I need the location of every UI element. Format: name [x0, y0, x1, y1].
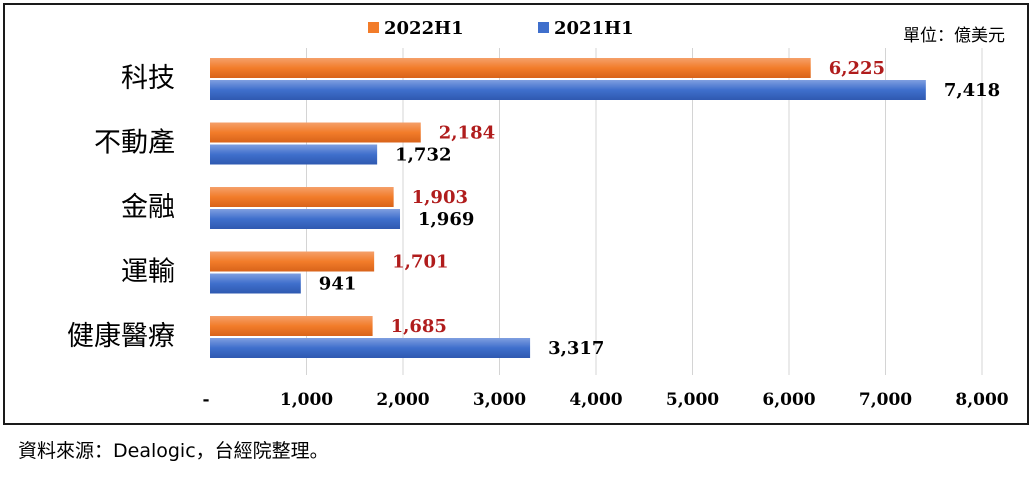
- value-label-2021H1-0: 7,418: [944, 80, 1000, 101]
- value-label-2022H1-1: 2,184: [439, 123, 495, 144]
- category-label-0: 科技: [121, 63, 175, 94]
- value-label-2021H1-2: 1,969: [418, 209, 474, 230]
- x-tick-2: 2,000: [376, 390, 429, 410]
- x-tick-0: -: [202, 390, 209, 410]
- value-label-2022H1-0: 6,225: [829, 58, 885, 79]
- bar-2021H1-1: [210, 144, 378, 165]
- category-label-4: 健康醫療: [67, 321, 175, 352]
- bar-2022H1-1: [210, 122, 421, 143]
- legend-swatch-2022H1: [368, 22, 379, 33]
- value-label-2022H1-3: 1,701: [392, 252, 448, 273]
- legend-swatch-2021H1: [538, 22, 549, 33]
- value-label-2021H1-1: 1,732: [395, 145, 451, 166]
- legend-label-2022H1: 2022H1: [384, 18, 464, 39]
- x-tick-8: 8,000: [955, 390, 1008, 410]
- bar-2021H1-3: [210, 273, 301, 294]
- x-tick-1: 1,000: [280, 390, 333, 410]
- bar-2022H1-4: [210, 316, 373, 336]
- value-label-2022H1-2: 1,903: [412, 187, 468, 208]
- unit-label: 單位：億美元: [903, 26, 1005, 46]
- x-tick-3: 3,000: [473, 390, 526, 410]
- bars: [210, 58, 926, 358]
- category-label-2: 金融: [121, 192, 175, 223]
- bar-2021H1-0: [210, 80, 926, 100]
- bar-2022H1-2: [210, 187, 394, 207]
- bar-2021H1-2: [210, 209, 401, 229]
- source-note: 資料來源：Dealogic，台經院整理。: [18, 440, 329, 462]
- x-tick-6: 6,000: [762, 390, 815, 410]
- x-tick-labels: - 1,000 2,000 3,000 4,000 5,000 6,000 7,000 8,00…: [202, 390, 1008, 410]
- value-label-2021H1-4: 3,317: [548, 338, 604, 359]
- legend: 2022H1 2021H1: [368, 18, 634, 39]
- gridlines: [306, 48, 983, 375]
- value-label-2021H1-3: 941: [319, 274, 357, 295]
- x-tick-4: 4,000: [569, 390, 622, 410]
- legend-label-2021H1: 2021H1: [554, 18, 634, 39]
- bar-2022H1-3: [210, 251, 375, 272]
- category-label-3: 運輸: [121, 257, 175, 288]
- bar-2021H1-4: [210, 338, 531, 358]
- category-label-1: 不動產: [94, 128, 175, 159]
- value-label-2022H1-4: 1,685: [391, 316, 447, 337]
- x-tick-7: 7,000: [859, 390, 912, 410]
- x-tick-5: 5,000: [666, 390, 719, 410]
- bar-2022H1-0: [210, 58, 811, 78]
